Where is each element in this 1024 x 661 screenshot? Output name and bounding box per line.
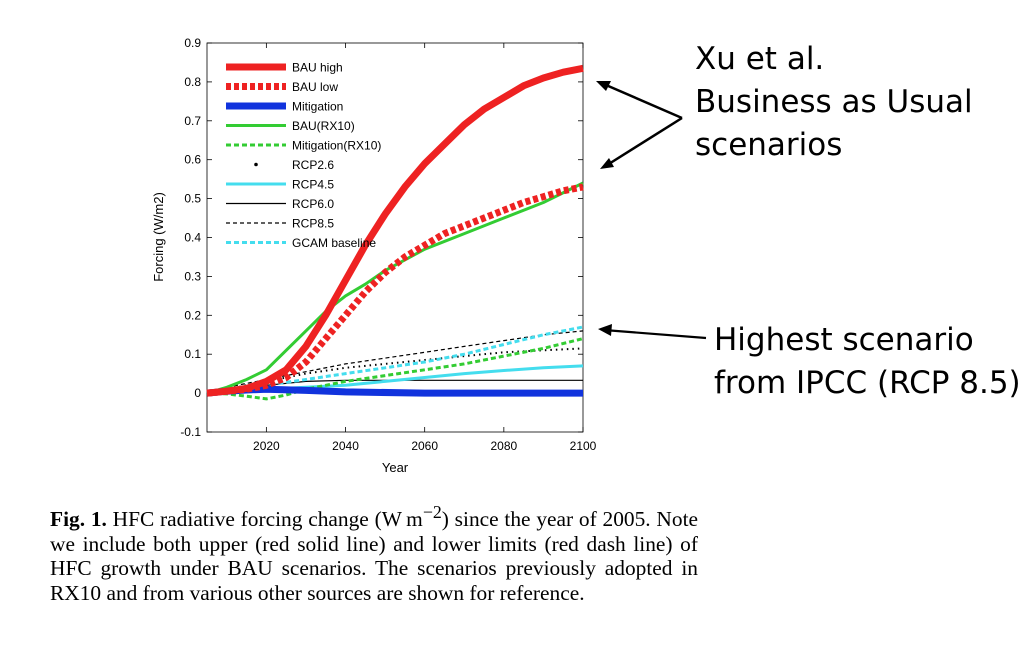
- x-axis: 2020 2040 2060 2080 2100: [253, 43, 597, 453]
- hfc-forcing-chart: -0.1 0 0.1 0.2 0.3 0.4 0.5 0.6 0.7 0.8 0.9 2020 204…: [151, 36, 707, 475]
- xu-arrowheads: [596, 81, 614, 169]
- series-line-mitigation-rx10: [206, 337, 584, 401]
- ipcc-annotation: Highest scenario from IPCC (RCP 8.5): [714, 319, 1021, 405]
- y-tick-label: 0.3: [184, 269, 201, 283]
- y-tick-label: 0: [194, 386, 201, 400]
- series-line-bau-high: [206, 64, 584, 397]
- legend-label: GCAM baseline: [292, 236, 376, 250]
- plot-frame: [206, 42, 584, 433]
- xu-arrowhead-upper: [596, 81, 611, 91]
- ipcc-arrow-line: [603, 328, 707, 340]
- y-tick-label: 0.1: [184, 347, 201, 361]
- xu-arrowhead-lower: [600, 158, 614, 169]
- ipcc-arrowhead: [598, 324, 612, 336]
- legend-label: RCP6.0: [292, 197, 334, 211]
- series-layer: [206, 64, 584, 401]
- legend-label: Mitigation(RX10): [292, 139, 381, 153]
- series-line-gcam-baseline: [206, 325, 584, 395]
- y-tick-label: 0.7: [184, 114, 201, 128]
- figure-caption: Fig. 1. HFC radiative forcing change (W …: [50, 500, 698, 605]
- xu-annotation: Xu et al. Business as Usual scenarios: [695, 38, 973, 167]
- x-tick-label: 2040: [332, 439, 359, 453]
- y-tick-label: 0.8: [184, 75, 201, 89]
- x-tick-label: 2060: [411, 439, 438, 453]
- legend-swatch: [254, 162, 258, 167]
- x-tick-label: 2020: [253, 439, 280, 453]
- ipcc-annotation-line-1: Highest scenario: [714, 322, 974, 358]
- series-line-bau-low: [206, 183, 584, 397]
- legend-label: BAU high: [292, 61, 343, 75]
- legend-label: Mitigation: [292, 100, 343, 114]
- ipcc-annotation-line-2: from IPCC (RCP 8.5): [714, 365, 1021, 401]
- legend-label: BAU(RX10): [292, 119, 355, 133]
- x-tick-label: 2080: [490, 439, 517, 453]
- legend-label: BAU low: [292, 80, 338, 94]
- caption-text-before: HFC radiative forcing change (W m: [106, 507, 423, 532]
- y-tick-label: 0.4: [184, 231, 201, 245]
- series-line-mitigation: [206, 385, 583, 397]
- y-axis-label: Forcing (W/m2): [151, 192, 166, 282]
- xu-annotation-line-1: Xu et al.: [695, 41, 825, 77]
- series-line-bau-rx10: [206, 181, 584, 395]
- y-axis: -0.1 0 0.1 0.2 0.3 0.4 0.5 0.6 0.7 0.8 0.9: [180, 36, 583, 439]
- caption-superscript: −2: [422, 502, 442, 522]
- xu-annotation-line-3: scenarios: [695, 127, 843, 163]
- legend: BAU high BAU low Mitigation BAU(RX10) Mitiga…: [226, 61, 381, 250]
- caption-text-after: ) since the year of 2005. Note we includ…: [50, 507, 699, 605]
- xu-arrow-lower: [603, 116, 683, 169]
- y-tick-label: 0.2: [184, 308, 201, 322]
- legend-label: RCP4.5: [292, 178, 334, 192]
- legend-label: RCP2.6: [292, 158, 334, 172]
- figure-label: Fig. 1.: [50, 507, 107, 532]
- y-tick-label: 0.9: [184, 36, 201, 50]
- legend-label: RCP8.5: [292, 217, 334, 231]
- x-axis-label: Year: [382, 460, 409, 475]
- y-tick-label: -0.1: [180, 425, 201, 439]
- xu-annotation-line-2: Business as Usual: [695, 84, 973, 120]
- xu-arrows: [598, 80, 683, 169]
- x-tick-label: 2100: [570, 439, 597, 453]
- y-tick-label: 0.6: [184, 153, 201, 167]
- xu-arrow-upper: [598, 80, 683, 120]
- y-tick-label: 0.5: [184, 192, 201, 206]
